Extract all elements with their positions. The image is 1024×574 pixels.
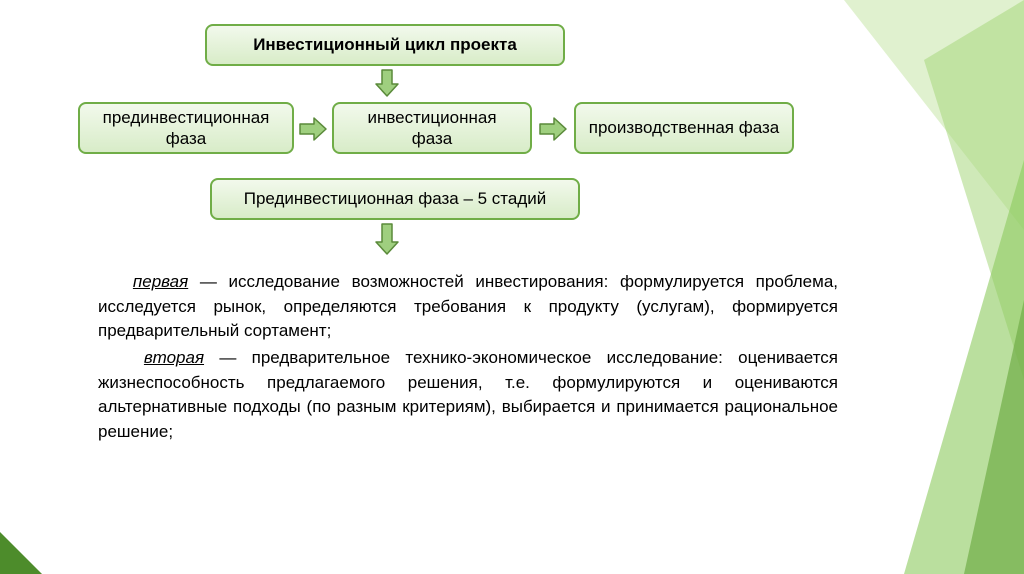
arrow-2 xyxy=(540,118,566,140)
body-paragraphs: первая — исследование возможностей инвес… xyxy=(98,270,838,446)
phase3-text: производственная фаза xyxy=(589,117,780,138)
tri-3 xyxy=(904,160,1024,574)
subtitle-box: Прединвестиционная фаза – 5 стадий xyxy=(210,178,580,220)
phase3-box: производственная фаза xyxy=(574,102,794,154)
title-box: Инвестиционный цикл проекта xyxy=(205,24,565,66)
stage1-label: первая xyxy=(133,272,188,291)
tri-1 xyxy=(844,0,1024,230)
phase2-box: инвестиционная фаза xyxy=(332,102,532,154)
subtitle-text: Прединвестиционная фаза – 5 стадий xyxy=(244,188,547,209)
stage1-paragraph: первая — исследование возможностей инвес… xyxy=(98,270,838,344)
arrow-1 xyxy=(300,118,326,140)
stage2-paragraph: вторая — предварительное технико-экономи… xyxy=(98,346,838,445)
tri-2 xyxy=(924,0,1024,380)
phase2-text: инвестиционная фаза xyxy=(346,107,518,150)
phase1-text: прединвестиционная фаза xyxy=(92,107,280,150)
tri-4 xyxy=(964,300,1024,574)
title-text: Инвестиционный цикл проекта xyxy=(253,34,517,55)
stage2-body: — предварительное технико-экономическое … xyxy=(98,348,838,441)
stage1-body: — исследование возможностей инвестирован… xyxy=(98,272,838,340)
corner-accent xyxy=(0,532,42,574)
phase1-box: прединвестиционная фаза xyxy=(78,102,294,154)
arrow-0 xyxy=(376,70,398,96)
stage2-label: вторая xyxy=(144,348,204,367)
arrow-3 xyxy=(376,224,398,254)
